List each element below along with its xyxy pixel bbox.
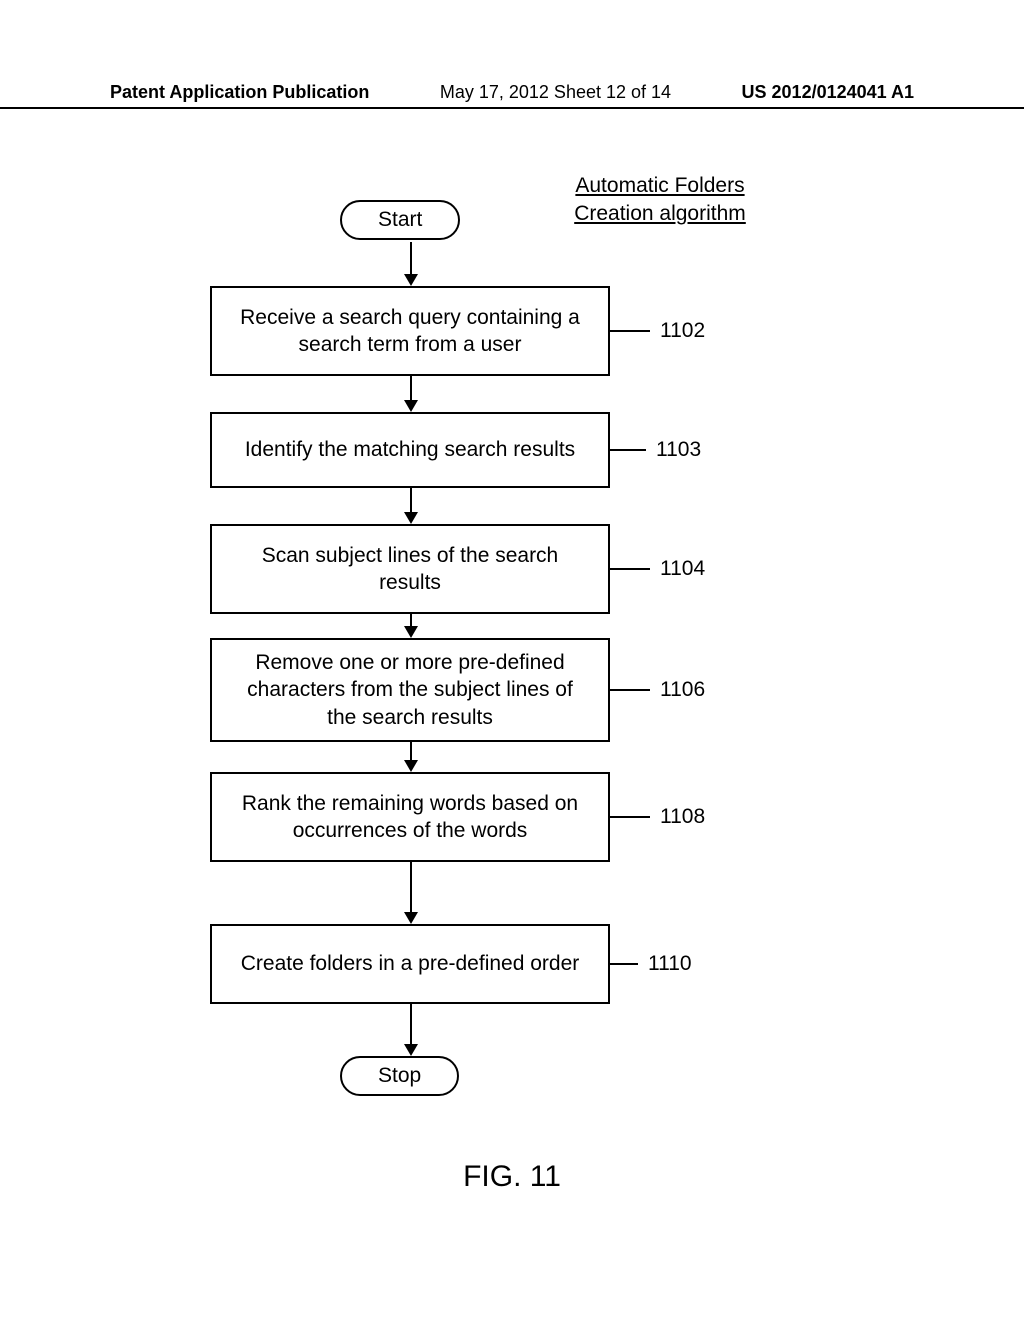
- diagram-title: Automatic Folders Creation algorithm: [550, 172, 770, 229]
- flow-arrow: [410, 242, 412, 286]
- step-ref-1110: 1110: [610, 952, 692, 976]
- flow-arrow: [410, 614, 412, 638]
- diagram-title-line1: Automatic Folders: [575, 174, 744, 197]
- flow-arrow: [410, 376, 412, 412]
- flow-arrow: [410, 488, 412, 524]
- header-mid: May 17, 2012 Sheet 12 of 14: [440, 82, 671, 103]
- step-ref-number: 1103: [646, 438, 701, 462]
- terminator-start: Start: [340, 200, 460, 240]
- diagram-title-line2: Creation algorithm: [574, 202, 746, 225]
- step-ref-1103: 1103: [610, 438, 701, 462]
- figure-caption: FIG. 11: [0, 1160, 1024, 1194]
- flow-step-2: Scan subject lines of the search results: [210, 524, 610, 614]
- step-ref-number: 1108: [650, 805, 705, 829]
- flow-step-0: Receive a search query containing a sear…: [210, 286, 610, 376]
- step-ref-1108: 1108: [610, 805, 705, 829]
- flow-step-5: Create folders in a pre-defined order: [210, 924, 610, 1004]
- flow-arrow: [410, 1004, 412, 1056]
- terminator-stop: Stop: [340, 1056, 459, 1096]
- flow-step-3: Remove one or more pre-defined character…: [210, 638, 610, 742]
- flow-arrow: [410, 742, 412, 772]
- step-ref-1102: 1102: [610, 319, 705, 343]
- header-right: US 2012/0124041 A1: [742, 82, 914, 103]
- step-ref-1106: 1106: [610, 678, 705, 702]
- step-ref-number: 1102: [650, 319, 705, 343]
- header-left: Patent Application Publication: [110, 82, 369, 103]
- step-ref-number: 1106: [650, 678, 705, 702]
- step-ref-number: 1110: [638, 952, 692, 976]
- step-ref-number: 1104: [650, 557, 705, 581]
- patent-header: Patent Application Publication May 17, 2…: [0, 82, 1024, 109]
- step-ref-1104: 1104: [610, 557, 705, 581]
- flow-step-1: Identify the matching search results: [210, 412, 610, 488]
- flow-arrow: [410, 862, 412, 924]
- flow-step-4: Rank the remaining words based on occurr…: [210, 772, 610, 862]
